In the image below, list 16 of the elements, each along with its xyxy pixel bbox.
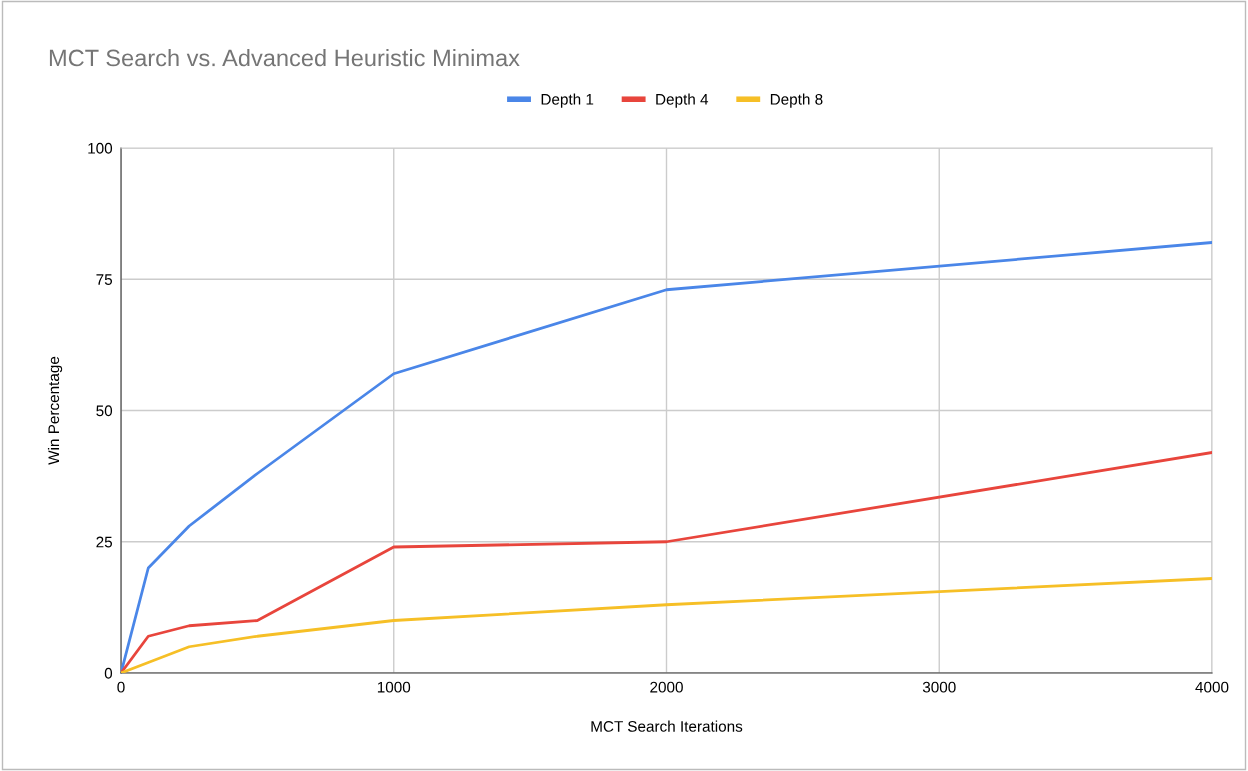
x-axis-title: MCT Search Iterations	[591, 720, 743, 732]
x-tick-label: 0	[117, 681, 125, 693]
chart-title: MCT Search vs. Advanced Heuristic Minimax	[49, 49, 520, 67]
x-tick-label: 4000	[1195, 681, 1229, 693]
x-tick-label: 2000	[650, 681, 683, 693]
y-tick-label: 25	[96, 536, 113, 548]
x-tick-label: 1000	[377, 681, 411, 693]
y-tick-label: 100	[88, 142, 113, 154]
legend-label: Depth 1	[541, 93, 594, 108]
y-axis-title: Win Percentage	[47, 356, 63, 465]
legend-label: Depth 4	[656, 93, 709, 108]
legend-label: Depth 8	[770, 93, 823, 108]
y-tick-label: 0	[104, 667, 113, 679]
x-tick-label: 3000	[922, 681, 956, 693]
y-tick-label: 50	[96, 405, 113, 417]
y-tick-label: 75	[96, 274, 113, 285]
